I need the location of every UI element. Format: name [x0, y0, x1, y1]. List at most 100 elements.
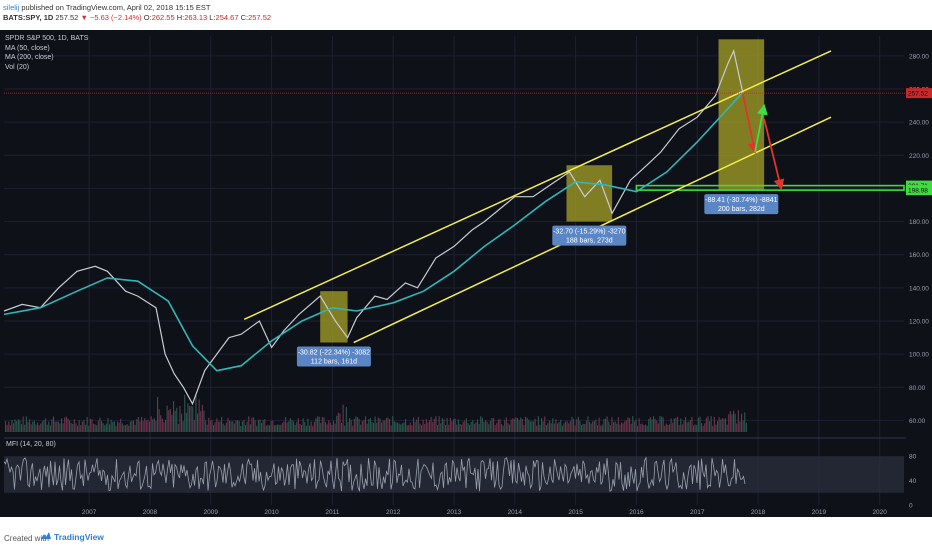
- volume-bar: [67, 418, 69, 432]
- chart-header: silelij published on TradingView.com, Ap…: [0, 0, 932, 30]
- volume-bar: [133, 420, 135, 432]
- footer-brand[interactable]: TradingView: [54, 532, 104, 542]
- mfi-legend: MFI (14, 20, 80): [6, 441, 56, 448]
- volume-bar: [710, 416, 712, 432]
- volume-bar: [702, 425, 704, 432]
- volume-bar: [337, 412, 339, 432]
- volume-bar: [425, 418, 427, 432]
- volume-bar: [13, 423, 15, 432]
- volume-bar: [80, 425, 82, 432]
- price-line: [3, 49, 744, 406]
- legend-ma200[interactable]: MA (200, close): [5, 54, 54, 61]
- volume-bar: [177, 424, 179, 432]
- volume-bar: [96, 425, 98, 432]
- volume-bar: [533, 421, 535, 432]
- volume-bar: [277, 424, 279, 432]
- legend-volume[interactable]: Vol (20): [5, 63, 30, 71]
- volume-bar: [174, 410, 176, 432]
- volume-bar: [249, 424, 251, 432]
- price-axis-label: 280.00: [909, 53, 929, 60]
- volume-bar: [408, 425, 410, 432]
- volume-bar: [494, 425, 496, 432]
- volume-bar: [14, 419, 16, 432]
- volume-bar: [86, 417, 88, 432]
- volume-bar: [416, 419, 418, 432]
- volume-bar: [721, 418, 723, 432]
- volume-bar: [641, 423, 643, 432]
- volume-bar: [534, 418, 536, 432]
- volume-bar: [182, 421, 184, 432]
- high-value: 263.13: [184, 13, 208, 22]
- mfi-line: [3, 456, 746, 492]
- volume-bar: [181, 413, 183, 432]
- volume-bar: [273, 425, 275, 432]
- volume-bar: [264, 419, 266, 432]
- volume-bar: [345, 407, 347, 432]
- volume-bar: [545, 425, 547, 432]
- volume-bar: [393, 421, 395, 432]
- volume-bar: [360, 424, 362, 432]
- chart-area[interactable]: -30.82 (-22.34%) -3082 112 bars, 161d -32.…: [0, 30, 932, 517]
- volume-bar: [361, 420, 363, 432]
- footer: Created with TradingView: [0, 517, 932, 550]
- price-chart[interactable]: -30.82 (-22.34%) -3082 112 bars, 161d -32.…: [0, 30, 932, 517]
- volume-bar: [104, 425, 106, 432]
- volume-bar: [686, 422, 688, 432]
- volume-bar: [384, 420, 386, 432]
- volume-bar: [739, 421, 741, 432]
- price-axis-label: 240.00: [909, 120, 929, 127]
- volume-bar: [190, 405, 192, 432]
- volume-bar: [307, 418, 309, 432]
- volume-bar: [387, 417, 389, 432]
- volume-bar: [382, 420, 384, 432]
- high-label: H:: [176, 13, 185, 22]
- annotation-duration: 188 bars, 273d: [566, 238, 613, 245]
- volume-bar: [720, 419, 722, 432]
- volume-bar: [221, 417, 223, 432]
- volume-bar: [118, 422, 120, 432]
- price-axis-label: 160.00: [909, 252, 929, 259]
- volume-bar: [528, 419, 530, 432]
- volume-bar: [510, 419, 512, 432]
- volume-bar: [457, 419, 459, 432]
- moving-average-line: [3, 91, 744, 372]
- legend-title[interactable]: SPDR S&P 500, 1D, BATS: [5, 35, 89, 42]
- volume-bar: [88, 425, 90, 432]
- volume-bar: [253, 417, 255, 432]
- volume-bar: [353, 418, 355, 432]
- volume-bar: [227, 417, 229, 432]
- volume-bar: [729, 410, 731, 432]
- volume-bar: [358, 418, 360, 432]
- volume-bar: [525, 416, 527, 432]
- volume-bar: [549, 420, 551, 432]
- volume-bar: [544, 416, 546, 432]
- volume-bar: [459, 423, 461, 432]
- volume-bar: [709, 421, 711, 432]
- volume-bar: [85, 424, 87, 432]
- volume-bar: [654, 418, 656, 432]
- author-name[interactable]: silelij: [3, 3, 20, 12]
- volume-bar: [625, 420, 627, 432]
- volume-bar: [397, 422, 399, 432]
- volume-bar: [670, 418, 672, 432]
- volume-bar: [25, 416, 27, 432]
- mfi-axis-label: 0: [909, 503, 913, 510]
- volume-bar: [617, 417, 619, 432]
- volume-bar: [507, 423, 509, 432]
- volume-bar: [321, 416, 323, 432]
- volume-bar: [149, 421, 151, 432]
- volume-bar: [233, 423, 235, 432]
- volume-bar: [385, 417, 387, 432]
- legend-ma50[interactable]: MA (50, close): [5, 44, 50, 52]
- volume-bar: [469, 424, 471, 432]
- volume-bar: [89, 418, 91, 432]
- volume-bar: [411, 425, 413, 432]
- volume-bar: [419, 423, 421, 432]
- volume-bar: [305, 425, 307, 432]
- volume-bar: [238, 421, 240, 432]
- volume-bar: [179, 405, 181, 432]
- volume-bar: [152, 419, 154, 432]
- time-axis-label: 2014: [508, 509, 523, 516]
- volume-bar: [520, 417, 522, 432]
- volume-bar: [569, 421, 571, 432]
